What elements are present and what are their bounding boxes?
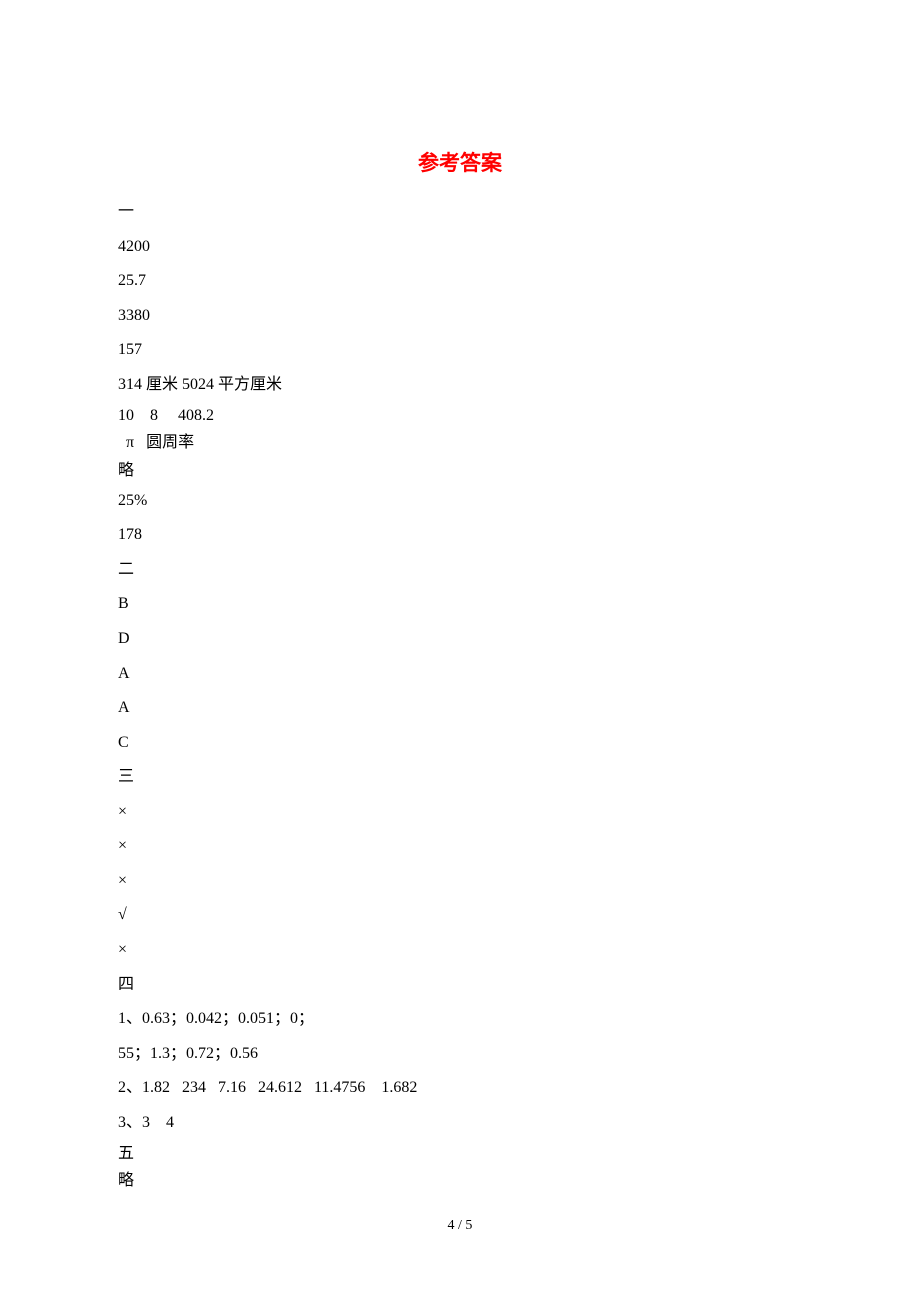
answer-line: C bbox=[118, 726, 802, 761]
answer-line: 157 bbox=[118, 333, 802, 368]
answer-line: 略 bbox=[118, 1167, 802, 1194]
answer-line: π 圆周率 bbox=[118, 429, 802, 456]
answer-line: × bbox=[118, 795, 802, 830]
answer-line: D bbox=[118, 622, 802, 657]
answer-line: × bbox=[118, 864, 802, 899]
answer-line: √ bbox=[118, 898, 802, 933]
section-five: 五 略 bbox=[118, 1140, 802, 1194]
answer-line: 1、0.63；0.042；0.051；0； bbox=[118, 1002, 802, 1037]
answer-line: 2、1.82 234 7.16 24.612 11.4756 1.682 bbox=[118, 1071, 802, 1106]
answer-line: B bbox=[118, 587, 802, 622]
section-four-header: 四 bbox=[118, 968, 802, 1003]
answer-line: 4200 bbox=[118, 230, 802, 265]
answer-line: 178 bbox=[118, 518, 802, 553]
section-five-header: 五 bbox=[118, 1140, 802, 1167]
page-title: 参考答案 bbox=[118, 147, 802, 177]
section-one-header: 一 bbox=[118, 195, 802, 230]
answer-line: A bbox=[118, 657, 802, 692]
section-four: 四 1、0.63；0.042；0.051；0； 55；1.3；0.72；0.56… bbox=[118, 968, 802, 1141]
section-two-header: 二 bbox=[118, 553, 802, 588]
answer-line: 55；1.3；0.72；0.56 bbox=[118, 1037, 802, 1072]
answer-line: A bbox=[118, 691, 802, 726]
answer-line: 10 8 408.2 bbox=[118, 402, 802, 429]
answer-line: × bbox=[118, 933, 802, 968]
answer-line: 3380 bbox=[118, 299, 802, 334]
page-number: 4 / 5 bbox=[0, 1218, 920, 1234]
section-two: 二 B D A A C bbox=[118, 553, 802, 760]
section-three: 三 × × × √ × bbox=[118, 760, 802, 967]
answer-line: × bbox=[118, 829, 802, 864]
answer-line: 3、3 4 bbox=[118, 1106, 802, 1141]
answer-line: 略 bbox=[118, 457, 802, 484]
answer-line: 25.7 bbox=[118, 264, 802, 299]
answer-line: 25% bbox=[118, 484, 802, 519]
answer-line: 314 厘米 5024 平方厘米 bbox=[118, 368, 802, 403]
section-one: 一 4200 25.7 3380 157 314 厘米 5024 平方厘米 10… bbox=[118, 195, 802, 553]
section-three-header: 三 bbox=[118, 760, 802, 795]
